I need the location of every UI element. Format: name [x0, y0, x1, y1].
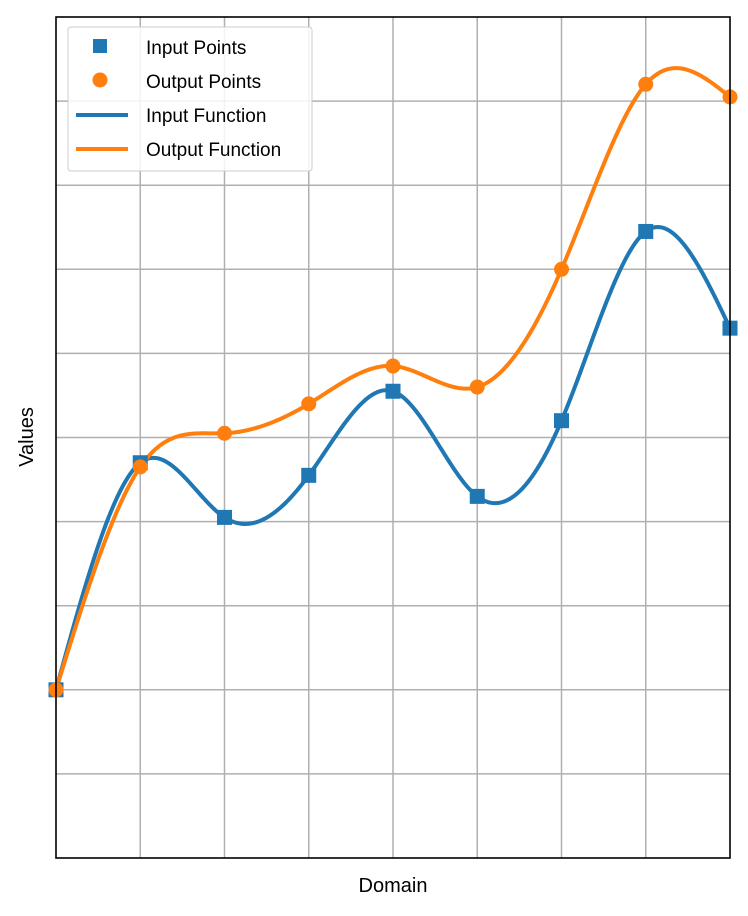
legend-marker-input-points	[93, 39, 107, 53]
legend-label-output-function: Output Function	[146, 140, 281, 161]
data-point-output-points	[554, 261, 569, 277]
data-point-output-points	[385, 358, 401, 374]
data-point-input-points	[301, 467, 317, 483]
legend-label-input-function: Input Function	[146, 106, 266, 127]
data-point-input-points	[554, 413, 569, 429]
data-point-output-points	[638, 76, 654, 92]
legend-box	[67, 26, 313, 172]
data-point-output-points	[301, 396, 317, 412]
x-axis-title: Domain	[359, 875, 428, 897]
data-point-input-points	[217, 509, 232, 525]
y-axis-title: Values	[16, 407, 38, 467]
data-point-input-points	[469, 488, 485, 504]
data-point-output-points	[469, 379, 485, 395]
data-point-output-points	[132, 459, 148, 475]
data-point-output-points	[217, 425, 232, 441]
legend-label-input-points: Input Points	[146, 38, 246, 59]
legend-label-output-points: Output Points	[146, 72, 261, 93]
plot-frame	[55, 16, 731, 859]
data-point-input-points	[385, 383, 401, 399]
legend-marker-output-points	[92, 72, 108, 88]
legend: Input Points Output Points Input Functio…	[67, 26, 313, 172]
data-point-input-points	[638, 223, 654, 239]
series-layer	[48, 66, 738, 698]
